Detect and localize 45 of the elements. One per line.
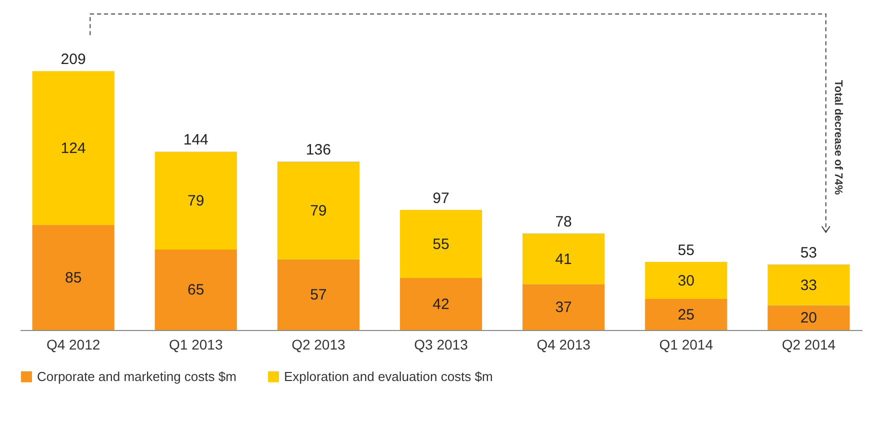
total-label: 136 (306, 142, 331, 159)
bar (32, 224, 114, 330)
data-label: 79 (310, 202, 327, 220)
bar (522, 233, 605, 284)
total-label: 53 (800, 244, 818, 262)
data-label: 25 (678, 306, 694, 324)
data-label: 30 (678, 272, 694, 290)
data-label: 65 (188, 282, 204, 299)
bar (400, 210, 482, 278)
data-label: 33 (800, 276, 818, 294)
bar (645, 262, 728, 300)
x-tick-label: Q1 2014 (659, 336, 714, 352)
data-label: 41 (555, 250, 572, 268)
bar (645, 299, 728, 330)
total-label: 55 (678, 242, 694, 259)
data-label: 55 (432, 236, 450, 253)
total-label: 209 (60, 51, 86, 68)
bar (400, 278, 482, 330)
data-label: 42 (432, 296, 450, 313)
total-label: 78 (555, 213, 572, 230)
bar (154, 152, 237, 250)
legend-label: Exploration and evaluation costs $m (284, 368, 493, 384)
bar (768, 305, 850, 330)
x-tick-label: Q4 2013 (536, 336, 591, 352)
x-tick-label: Q2 2013 (292, 336, 346, 352)
bar (154, 249, 237, 330)
x-tick-label: Q2 2014 (782, 336, 836, 352)
data-label: 79 (188, 192, 204, 210)
bar (277, 259, 360, 330)
data-label: 20 (800, 310, 818, 327)
legend-label: Corporate and marketing costs $m (37, 368, 236, 384)
bar (277, 162, 360, 260)
x-tick-label: Q4 2012 (46, 336, 100, 352)
bar (32, 71, 114, 225)
total-label: 97 (432, 190, 450, 207)
data-label: 37 (555, 299, 572, 316)
total-label: 144 (183, 132, 208, 149)
x-tick-label: Q1 2013 (169, 336, 223, 352)
data-label: 57 (310, 286, 327, 304)
data-label: 124 (60, 140, 86, 157)
data-label: 85 (64, 269, 82, 286)
bar (522, 284, 605, 330)
x-tick-label: Q3 2013 (414, 336, 468, 352)
annotation: Total decrease of 74% (832, 80, 844, 195)
bar (768, 264, 850, 306)
